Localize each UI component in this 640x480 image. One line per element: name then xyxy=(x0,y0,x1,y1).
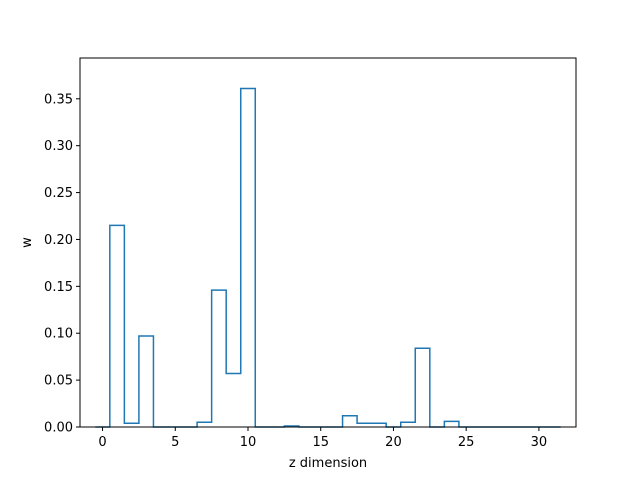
x-tick-label: 15 xyxy=(312,435,329,450)
y-axis-ticks: 0.00 0.05 0.10 0.15 0.20 0.25 0.30 0.35 xyxy=(44,92,80,436)
x-axis-ticks: 0 5 10 15 20 25 30 xyxy=(98,427,547,450)
y-tick-label: 0.10 xyxy=(44,327,73,342)
x-tick-label: 0 xyxy=(98,435,106,450)
x-tick-label: 30 xyxy=(531,435,548,450)
y-tick-label: 0.20 xyxy=(44,233,73,248)
x-tick-label: 20 xyxy=(385,435,402,450)
y-tick-label: 0.25 xyxy=(44,186,73,201)
y-tick-label: 0.00 xyxy=(44,421,73,436)
x-tick-label: 5 xyxy=(171,435,179,450)
x-tick-label: 25 xyxy=(458,435,475,450)
axes-frame xyxy=(79,57,577,428)
x-tick-label: 10 xyxy=(240,435,257,450)
x-axis-label: z dimension xyxy=(289,456,367,471)
y-tick-label: 0.05 xyxy=(44,374,73,389)
y-tick-label: 0.30 xyxy=(44,139,73,154)
y-axis-label: w xyxy=(20,237,35,248)
y-tick-label: 0.35 xyxy=(44,92,73,107)
y-tick-label: 0.15 xyxy=(44,280,73,295)
